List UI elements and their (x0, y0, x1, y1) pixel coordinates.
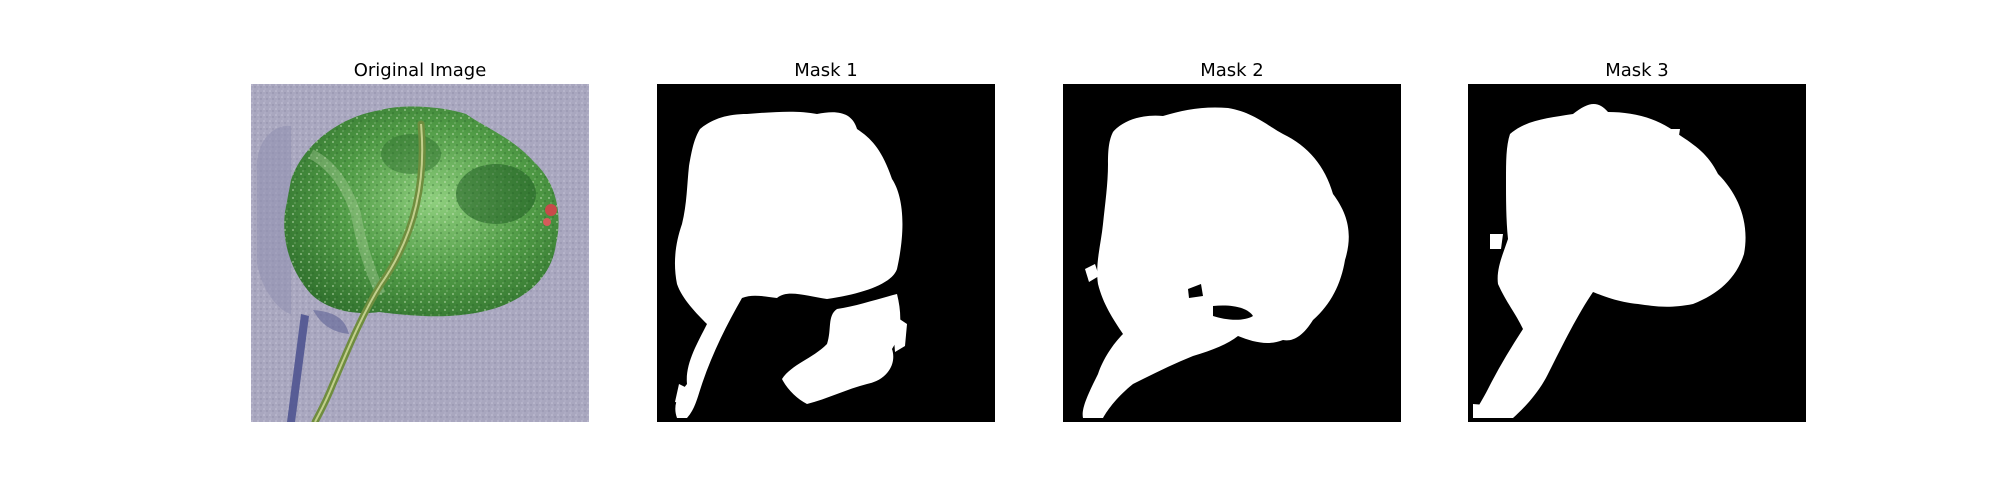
panel-title: Mask 2 (1200, 60, 1264, 81)
panel-title: Original Image (353, 60, 487, 81)
leaf-photo (251, 84, 589, 422)
original-image-panel: Original Image (251, 58, 589, 422)
mask-3-panel: Mask 3 (1468, 58, 1806, 422)
panel-title: Mask 3 (1605, 60, 1669, 81)
mask-3-image (1468, 84, 1806, 422)
mask-2-image (1063, 84, 1401, 422)
mask-2-panel: Mask 2 (1063, 58, 1401, 422)
mask-1-panel: Mask 1 (657, 58, 995, 422)
panel-title: Mask 1 (794, 60, 858, 81)
mask-1-image (657, 84, 995, 422)
